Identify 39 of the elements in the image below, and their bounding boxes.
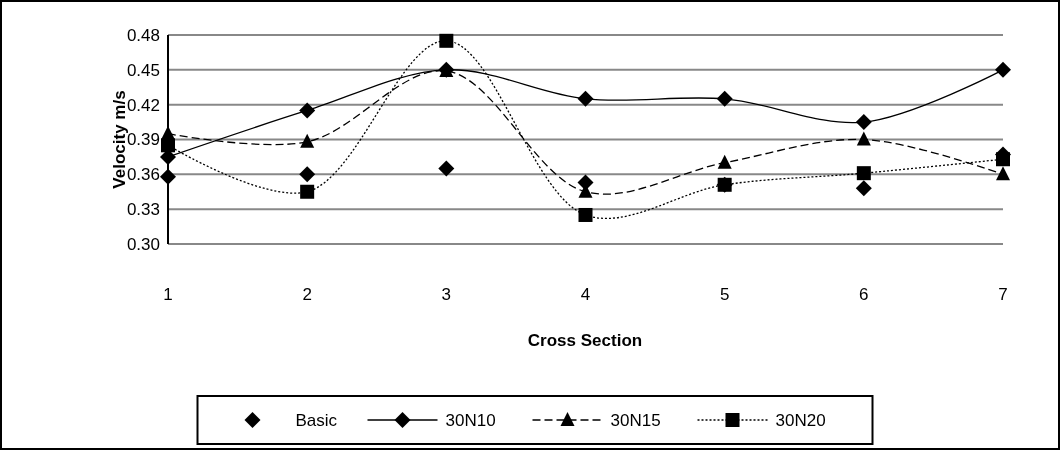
x-tick-label: 1 xyxy=(163,285,173,304)
point xyxy=(299,166,316,183)
legend-label: 30N15 xyxy=(610,410,661,430)
point xyxy=(856,166,871,181)
point xyxy=(996,166,1010,181)
y-tick-label: 0.42 xyxy=(126,95,160,115)
y-tick-label: 0.45 xyxy=(126,60,160,80)
x-tick-label: 6 xyxy=(859,285,869,304)
point xyxy=(161,138,175,153)
point xyxy=(855,180,872,197)
point xyxy=(160,168,176,185)
point xyxy=(995,61,1011,78)
y-tick-label: 0.30 xyxy=(126,234,160,254)
point xyxy=(578,207,593,222)
point xyxy=(299,102,316,119)
y-tick-label: 0.33 xyxy=(126,200,160,220)
point xyxy=(577,174,594,191)
point xyxy=(716,90,733,107)
legend-label: Basic xyxy=(295,410,338,430)
point xyxy=(717,177,732,192)
point xyxy=(439,33,454,48)
x-tick-label: 2 xyxy=(302,285,312,304)
x-axis-title: Cross Section xyxy=(527,331,643,350)
y-tick-label: 0.48 xyxy=(126,25,160,45)
legend-label: 30N10 xyxy=(445,410,496,430)
x-tick-label: 5 xyxy=(719,285,730,304)
y-tick-label: 0.36 xyxy=(126,165,160,185)
point xyxy=(855,114,872,131)
point xyxy=(300,133,315,148)
x-tick-label: 4 xyxy=(580,285,591,304)
point xyxy=(577,90,594,107)
point xyxy=(856,131,871,146)
x-tick-label: 3 xyxy=(441,285,452,304)
point xyxy=(438,160,455,177)
point xyxy=(300,184,315,199)
point xyxy=(717,154,732,169)
legend-label: 30N20 xyxy=(775,410,826,430)
point xyxy=(996,152,1010,167)
x-tick-label: 7 xyxy=(998,285,1008,304)
